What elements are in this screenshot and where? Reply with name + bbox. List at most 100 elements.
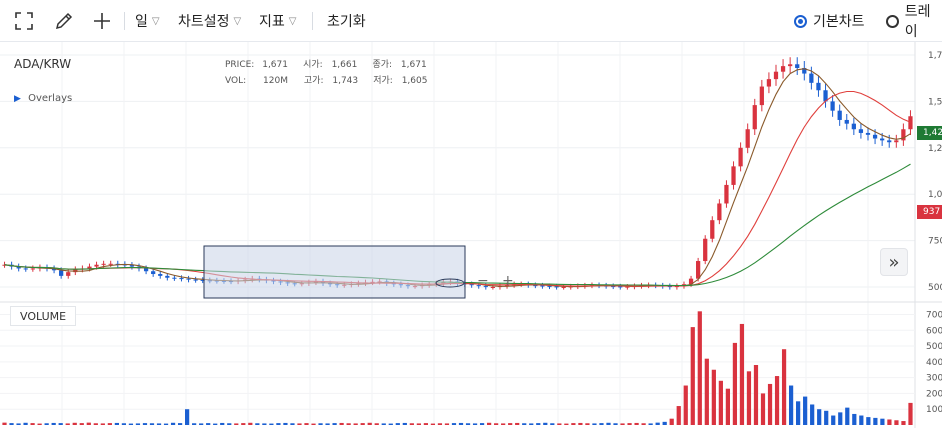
- volume-bar: [409, 423, 414, 425]
- candle-body: [611, 286, 616, 288]
- volume-bar: [339, 422, 344, 425]
- volume-bar: [543, 422, 548, 425]
- candle-body: [830, 101, 835, 111]
- volume-bar: [641, 423, 646, 425]
- price-label: PRICE:: [225, 60, 255, 70]
- volume-bar: [788, 385, 794, 425]
- chevron-down-icon: ▽: [288, 15, 297, 27]
- volume-bar: [571, 423, 576, 425]
- zoom-in-button[interactable]: +: [502, 273, 514, 289]
- candle-body: [717, 203, 722, 221]
- chart-toolbar: 일 ▽ 차트설정 ▽ 지표 ▽ 초기화 기본차트 트레이: [0, 0, 942, 42]
- volume-bar: [760, 393, 766, 425]
- volume-bar: [423, 423, 429, 425]
- candle-body: [200, 279, 205, 281]
- candle-body: [618, 286, 623, 288]
- candle-body: [172, 277, 177, 279]
- chevron-down-icon: ▽: [151, 15, 160, 27]
- candle-body: [143, 268, 149, 272]
- candle-body: [483, 286, 488, 288]
- current-price-tag: 1,42: [917, 126, 942, 140]
- volume-bar: [58, 423, 63, 425]
- volume-bar: [634, 422, 639, 425]
- chart-canvas[interactable]: 1,750 1,500 1,250 1,000 750 500 700 600 500 400 30…: [0, 42, 942, 428]
- volume-bar: [86, 422, 91, 425]
- chart-type-trading-radio[interactable]: 트레이: [886, 0, 942, 42]
- volume-bar: [395, 423, 400, 425]
- candle-body: [547, 286, 552, 288]
- candle-body: [865, 132, 871, 135]
- volume-bar: [185, 409, 190, 425]
- candle-body: [554, 286, 559, 288]
- volume-bar: [318, 423, 323, 425]
- candle-body: [901, 129, 906, 141]
- scroll-to-latest-button[interactable]: »: [880, 248, 908, 276]
- indicators-dropdown[interactable]: 지표 ▽: [259, 0, 296, 42]
- candle-body: [87, 266, 92, 269]
- volume-bar: [746, 371, 752, 425]
- volume-bar: [156, 423, 162, 425]
- volume-bar: [177, 423, 183, 425]
- volume-axis-label: 600: [926, 326, 942, 336]
- volume-bar: [472, 423, 478, 425]
- volume-bar: [515, 422, 520, 425]
- draw-button[interactable]: [54, 0, 74, 42]
- fullscreen-button[interactable]: [14, 0, 34, 42]
- volume-bar: [2, 422, 7, 425]
- volume-bar: [100, 423, 105, 425]
- chart-area[interactable]: 1,750 1,500 1,250 1,000 750 500 700 600 500 400 30…: [0, 42, 942, 428]
- volume-bar: [374, 423, 379, 425]
- volume-bar: [37, 423, 42, 425]
- candle-body: [504, 285, 510, 287]
- candle-body: [908, 116, 913, 130]
- volume-bar: [599, 423, 604, 425]
- volume-bar: [206, 423, 211, 425]
- chart-settings-dropdown[interactable]: 차트설정 ▽: [178, 0, 241, 42]
- overlays-toggle[interactable]: ▶ Overlays: [14, 93, 72, 104]
- volume-bar: [845, 407, 850, 425]
- volume-bar: [725, 388, 730, 425]
- candle-body: [703, 238, 708, 262]
- low-value: 1,605: [401, 76, 428, 86]
- chart-type-basic-radio[interactable]: 기본차트: [794, 0, 865, 42]
- high-value: 1,743: [332, 76, 359, 86]
- volume-bar: [51, 422, 56, 425]
- volume-bar: [93, 423, 98, 425]
- volume-bar: [367, 422, 372, 425]
- interval-dropdown[interactable]: 일 ▽: [135, 0, 160, 42]
- candle-body: [179, 278, 184, 280]
- volume-bar: [23, 422, 28, 425]
- candle-body: [759, 86, 764, 106]
- candle-body: [165, 275, 170, 278]
- volume-bar: [213, 423, 218, 425]
- overlays-label: Overlays: [28, 93, 73, 104]
- volume-bar: [739, 323, 745, 425]
- volume-bar: [550, 423, 555, 425]
- vol-label: VOL:: [225, 76, 247, 86]
- candle-body: [802, 67, 807, 74]
- volume-bar: [494, 423, 499, 425]
- volume-panel-label: VOLUME: [10, 306, 77, 326]
- candle-body: [151, 271, 156, 275]
- volume-bar: [824, 410, 829, 425]
- candle-body: [795, 64, 800, 68]
- zoom-out-button[interactable]: −: [477, 273, 489, 289]
- volume-bar: [859, 415, 864, 425]
- crosshair-button[interactable]: [92, 0, 112, 42]
- candle-body: [731, 166, 736, 185]
- volume-bar: [170, 422, 176, 425]
- volume-bar: [311, 423, 316, 425]
- volume-bar: [149, 423, 155, 425]
- volume-bar: [269, 423, 274, 425]
- candle-body: [724, 184, 729, 204]
- volume-bar: [522, 423, 527, 425]
- volume-bar: [796, 401, 801, 425]
- volume-bar: [72, 422, 77, 425]
- volume-axis-label: 200: [926, 389, 942, 399]
- reset-button[interactable]: 초기화: [327, 0, 366, 42]
- open-value: 1,661: [331, 60, 358, 70]
- volume-bar: [894, 420, 899, 425]
- candle-body: [51, 268, 57, 271]
- candle-body: [688, 278, 694, 285]
- volume-bar: [451, 423, 457, 425]
